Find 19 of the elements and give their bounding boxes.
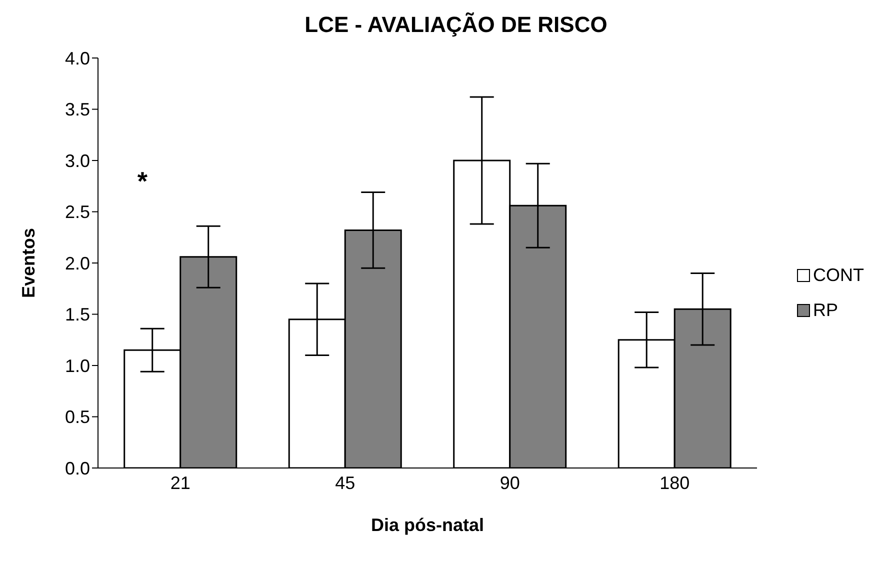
annotation: * — [137, 166, 148, 196]
x-tick-label: 45 — [335, 472, 356, 493]
legend-label: CONT — [813, 265, 864, 286]
y-tick-label: 4.0 — [64, 48, 90, 68]
y-tick-label: 3.0 — [64, 150, 90, 171]
x-tick-label: 180 — [660, 472, 690, 493]
y-tick-label: 2.0 — [64, 253, 90, 274]
x-tick-label: 21 — [170, 472, 190, 493]
y-tick-label: 1.0 — [64, 356, 90, 376]
x-tick-label: 90 — [500, 472, 520, 493]
y-tick-label: 1.5 — [64, 304, 90, 325]
x-axis-title: Dia pós-natal — [370, 514, 484, 535]
y-tick-label: 0.5 — [64, 407, 90, 428]
y-tick-label: 2.5 — [64, 202, 90, 222]
y-tick-label: 3.5 — [64, 100, 90, 120]
y-axis-title: Eventos — [18, 228, 38, 298]
y-tick-label: 0.0 — [64, 458, 90, 478]
legend-label: RP — [813, 300, 838, 321]
chart-title: LCE - AVALIAÇÃO DE RISCO — [304, 12, 608, 38]
